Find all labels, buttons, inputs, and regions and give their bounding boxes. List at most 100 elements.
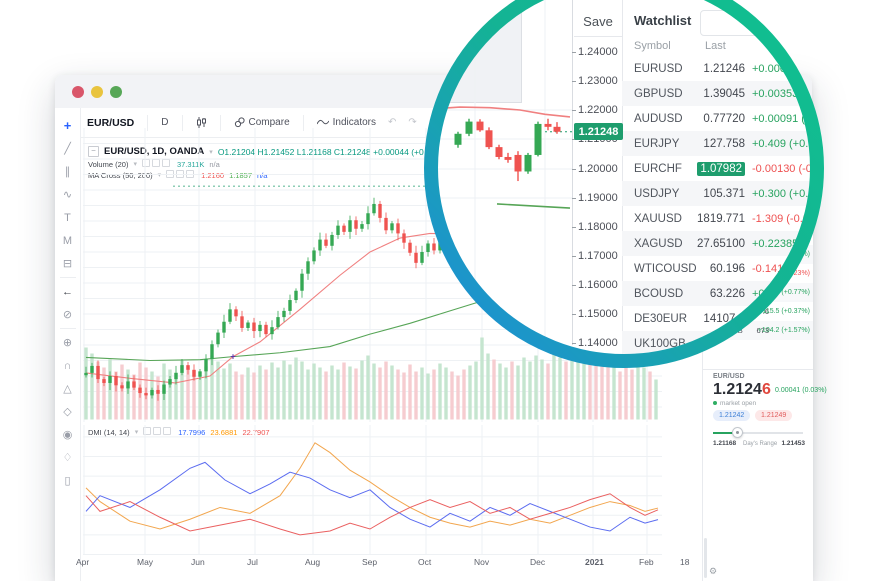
magnified-row-change: -0.00130 (-0.12%) [752,162,841,175]
time-axis-label: Nov [474,557,490,567]
magnified-row-symbol: GBPUSD [634,87,683,100]
magnified-watchlist-header: Symbol Last [634,40,726,52]
magnified-last-price-tag: 1.21248 [574,123,623,140]
magnified-row-last: 63.226 [709,287,745,300]
indicators-button[interactable]: Indicators [311,117,382,128]
magnified-watchlist-search-box[interactable] [700,10,811,36]
magnified-price-axis-label: 1.14000 [572,337,618,349]
magnified-row-symbol: EURUSD [634,62,683,75]
sidebar-scrollbar[interactable] [704,538,707,578]
zoom-in-tool[interactable]: ⊕ [62,337,73,349]
zoom-window-button[interactable] [110,86,122,98]
trash-tool[interactable]: ▯ [64,475,71,487]
watchlist-row-change: +104.2 (+1.57%) [757,327,810,334]
pattern-tool[interactable]: M [62,234,73,247]
time-axis-label: 2021 [585,557,604,567]
time-axis-label: Aug [305,557,321,567]
magnified-save-button[interactable]: Save [574,6,622,37]
magnified-watchlist-row[interactable]: AUDUSD 0.77720 +0.00091 (+0.12%) [622,106,847,131]
idea-tool[interactable]: ♢ [62,452,73,464]
magnified-row-symbol: XAUUSD [634,212,682,225]
candle-style-icon[interactable] [190,117,213,128]
magnified-row-change: +0.00091 (+0.12%) [752,112,847,125]
magnified-row-symbol: USDJPY [634,187,680,200]
magnified-watchlist-row[interactable]: EURUSD 1.21246 +0.00041 (+0.03%) [622,56,811,81]
time-axis-label: Oct [418,557,432,567]
magnified-price-axis-label: 1.17000 [572,250,618,262]
time-axis-label: 18 [680,557,690,567]
magnet-tool[interactable]: ∩ [63,359,72,372]
minimize-window-button[interactable] [91,86,103,98]
time-axis-label: Jul [247,557,258,567]
main-series-legend[interactable]: − EUR/USD, 1D, OANDA ▾ O1.21204 H1.21452 … [88,146,446,157]
dmi-indicator-pane[interactable] [83,425,662,555]
magnified-price-axis-label: 1.24000 [572,46,618,58]
magnified-price-axis-label: 1.16000 [572,279,618,291]
position-tool[interactable]: ⊟ [62,258,73,270]
day-range-high: 1.21453 [781,440,806,447]
magnified-row-symbol: XAGUSD [634,237,683,250]
day-range-low: 1.21168 [713,440,737,447]
magnified-row-symbol: EURJPY [634,137,680,150]
time-axis-label: Dec [530,557,546,567]
trendline-tool[interactable]: ╱ [64,143,71,155]
crosshair-tool[interactable]: + [63,118,72,133]
magnified-row-last: 1.21246 [703,62,745,75]
visibility-tool[interactable]: ◉ [62,429,73,441]
magnified-row-last: 1.07982 [688,161,745,176]
time-axis-label: Sep [362,557,378,567]
day-range-fill [713,432,737,434]
magnified-watchlist-row[interactable]: EURCHF 1.07982 -0.00130 (-0.12%) [622,156,841,181]
magnified-row-last: 1.39045 [703,87,745,100]
sidebar-gear-icon[interactable]: ⚙ [709,566,718,576]
time-axis-label: Apr [76,557,90,567]
magnified-price-axis-label: 1.18000 [572,221,618,233]
measure-tool[interactable]: ⊘ [62,309,73,321]
magnified-row-last: 127.758 [703,137,745,150]
undo-icon[interactable]: ↶ [388,117,397,128]
magnified-price-axis-label: 1.22000 [572,104,618,116]
lock-tool[interactable]: ◇ [63,406,72,418]
ask-pill[interactable]: 1.21249 [755,410,793,421]
magnified-row-last: 60.196 [709,262,745,275]
magnified-watchlist-row[interactable]: GBPUSD 1.39045 +0.00353 (+0.25%) [622,81,811,106]
interval-button[interactable]: D [161,117,169,128]
dmi-legend[interactable]: DMI (14, 14) ▾ 17.7996 23.6881 22.7907 [88,427,270,437]
magnified-row-change: -1.309 (-0.07%) [752,212,829,225]
time-axis-label: Feb [639,557,654,567]
detail-change: 0.00041 (0.03%) [775,387,827,394]
brush-tool[interactable]: ∿ [62,189,73,201]
magnified-watchlist-row[interactable]: XAGUSD 27.65100 +0.22385 (+0.82%) [622,231,811,256]
magnified-price-axis-label: 1.15000 [572,308,618,320]
magnified-watchlist-row[interactable]: XAUUSD 1819.771 -1.309 (-0.07%) [622,206,829,231]
time-axis-label: Jun [191,557,205,567]
drawing-tools-rail: + ╱ ∥ ∿ T M ⊟ ← ⊘ ⊕ ∩ △ ◇ ◉ ♢ ▯ [55,108,81,581]
legend-collapse-icon[interactable]: − [88,146,99,157]
magnified-watchlist-row[interactable]: EURJPY 127.758 +0.409 (+0.32%) [622,131,834,156]
ruler-tool[interactable]: △ [63,383,72,395]
close-window-button[interactable] [72,86,84,98]
market-status: market open [713,400,756,407]
symbol-search-button[interactable]: EUR/USD [87,116,135,129]
channel-tool[interactable]: ∥ [64,166,71,178]
arrow-tool[interactable]: ← [62,285,73,298]
magnified-row-last: 1819.771 [697,212,745,225]
day-range-label: Day's Range [743,441,778,447]
magnified-watchlist-row[interactable]: USDJPY 105.371 +0.300 (+0.29%) [622,181,811,206]
instrument-detail-panel: EUR/USD 1.21246 0.00041 (0.03%) market o… [703,369,827,470]
magnified-price-axis-label: 1.20000 [572,163,618,175]
compare-button[interactable]: Compare [228,117,296,128]
detail-price: 1.21246 [713,381,771,398]
redo-icon[interactable]: ↷ [408,117,417,128]
magnified-row-change: +0.409 (+0.32%) [752,137,834,150]
magnified-row-symbol: EURCHF [634,162,682,175]
detail-pair-label: EUR/USD [713,373,745,380]
magnified-watchlist-title: Watchlist [634,13,692,28]
bid-pill[interactable]: 1.21242 [713,410,751,421]
magnified-row-symbol: AUDUSD [634,112,683,125]
text-tool[interactable]: T [64,211,71,224]
magnified-price-axis-label: 1.23000 [572,75,618,87]
